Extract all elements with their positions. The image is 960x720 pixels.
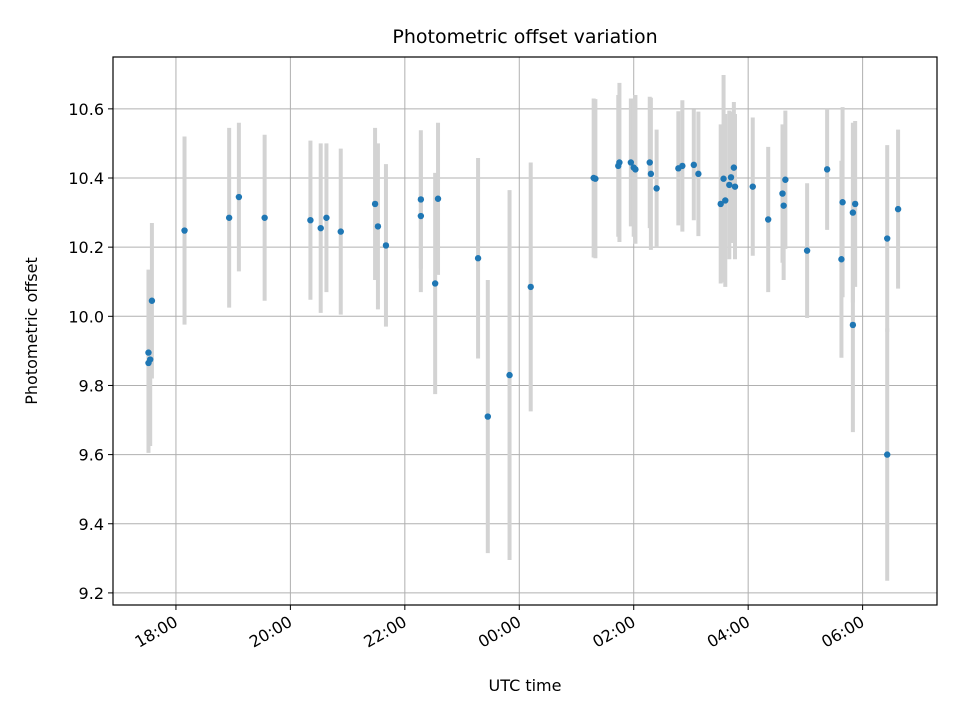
data-point — [653, 185, 660, 192]
data-point — [148, 297, 156, 304]
y-tick-label: 10.6 — [68, 100, 104, 119]
data-point — [730, 164, 738, 171]
data-point — [225, 214, 233, 221]
data-point — [849, 321, 857, 329]
data-point — [145, 349, 152, 356]
data-point — [382, 242, 390, 249]
y-axis-label: Photometric offset — [22, 257, 41, 405]
data-point — [849, 209, 857, 216]
data-point — [764, 216, 772, 223]
data-point — [323, 214, 330, 221]
data-point — [782, 176, 789, 183]
data-point — [337, 228, 344, 235]
data-point — [695, 170, 702, 178]
data-point — [823, 166, 831, 173]
data-point — [431, 280, 439, 287]
y-tick-label: 9.4 — [79, 515, 104, 534]
data-point — [803, 247, 811, 254]
y-tick-label: 9.6 — [79, 446, 104, 465]
y-tick-label: 10.4 — [68, 169, 104, 188]
data-point — [884, 451, 891, 458]
data-point — [647, 170, 655, 178]
data-point — [506, 371, 513, 379]
data-points — [145, 159, 902, 458]
data-point — [235, 193, 243, 201]
data-point — [690, 161, 698, 169]
data-point — [261, 214, 268, 221]
data-point — [894, 205, 902, 213]
y-tick-label: 10.2 — [68, 238, 104, 257]
data-point — [780, 202, 787, 209]
data-point — [417, 212, 425, 220]
data-point — [434, 195, 442, 202]
data-point — [527, 283, 534, 291]
plot-frame — [112, 56, 938, 606]
y-tick-label: 9.2 — [79, 584, 104, 603]
data-point — [779, 190, 786, 197]
y-tick-label: 9.8 — [79, 376, 104, 395]
data-point — [727, 174, 735, 181]
data-point — [838, 256, 845, 263]
data-point — [181, 227, 188, 234]
data-point — [839, 199, 846, 206]
data-point — [851, 200, 859, 208]
data-point — [307, 216, 314, 224]
data-point — [646, 159, 653, 166]
data-point — [717, 200, 724, 208]
data-point — [317, 224, 324, 232]
x-axis-label: UTC time — [489, 676, 562, 695]
data-point — [726, 181, 733, 189]
y-tick-label: 10.0 — [68, 307, 104, 326]
data-point — [484, 413, 492, 420]
data-point — [720, 175, 727, 182]
data-point — [592, 175, 599, 182]
data-point — [731, 183, 739, 190]
data-point — [374, 223, 382, 230]
data-point — [749, 183, 756, 190]
data-point — [627, 159, 635, 166]
grid — [113, 57, 937, 605]
data-point — [679, 162, 686, 170]
chart-title: Photometric offset variation — [392, 26, 657, 48]
data-point — [884, 235, 891, 242]
y-axis-ticks: 9.2 9.4 9.6 9.8 10.0 10.2 10.4 10.6 — [68, 100, 113, 603]
data-point — [722, 197, 729, 204]
data-point — [417, 196, 425, 203]
data-point — [146, 356, 154, 363]
data-point — [632, 166, 639, 173]
data-point — [474, 255, 482, 262]
data-point — [616, 159, 623, 166]
data-point — [371, 200, 379, 208]
